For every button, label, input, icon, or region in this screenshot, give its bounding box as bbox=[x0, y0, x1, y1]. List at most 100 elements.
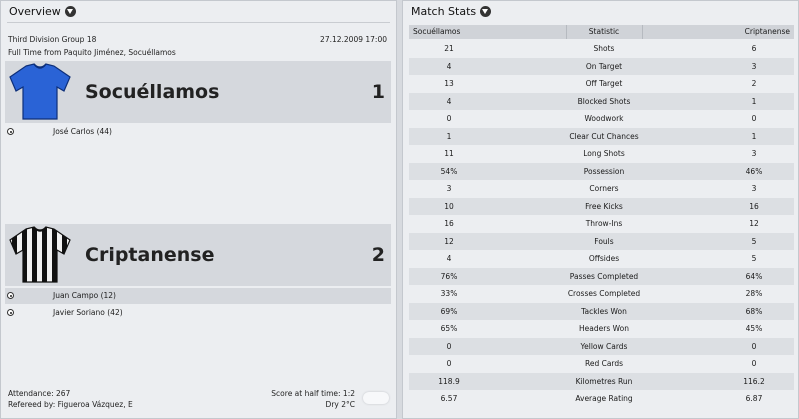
attendance: Attendance: 267 bbox=[8, 389, 71, 398]
stat-home-value: 6.57 bbox=[440, 394, 458, 403]
ball-icon bbox=[7, 128, 14, 135]
stat-name: Clear Cut Chances bbox=[569, 131, 639, 141]
divider bbox=[7, 22, 390, 23]
stats-row: 0 Yellow Cards 0 bbox=[409, 337, 794, 355]
match-stats-title[interactable]: Match Stats bbox=[411, 5, 492, 18]
stat-home-value: 0 bbox=[446, 341, 452, 351]
match-datetime: 27.12.2009 17:00 bbox=[320, 35, 387, 44]
home-team-name[interactable]: Socuéllamos bbox=[85, 81, 220, 103]
stat-away-value: 12 bbox=[749, 219, 759, 228]
stat-name: Long Shots bbox=[583, 149, 625, 158]
stats-table-header: Socuéllamos Statistic Criptanense bbox=[409, 25, 794, 39]
stat-home-value: 33% bbox=[440, 289, 458, 298]
overview-title[interactable]: Overview bbox=[9, 5, 76, 18]
stat-away-value: 64% bbox=[745, 271, 763, 281]
match-stats-title-label: Match Stats bbox=[411, 5, 477, 18]
stat-home-value: 11 bbox=[444, 149, 454, 158]
stat-name: Possession bbox=[583, 166, 625, 176]
stat-name: On Target bbox=[585, 61, 623, 71]
stat-name: Headers Won bbox=[579, 324, 629, 333]
stat-home-value: 3 bbox=[446, 184, 452, 193]
ball-icon bbox=[7, 309, 14, 316]
stats-row: 11 Long Shots 3 bbox=[409, 145, 794, 163]
stat-home-value: 21 bbox=[444, 44, 454, 53]
header-home[interactable]: Socuéllamos bbox=[413, 27, 461, 36]
stat-home-value: 1 bbox=[446, 131, 452, 141]
away-goal-row: Juan Campo (12) bbox=[5, 288, 391, 304]
stat-away-value: 3 bbox=[751, 149, 757, 158]
stats-row: 76% Passes Completed 64% bbox=[409, 267, 794, 285]
stats-row: 1 Clear Cut Chances 1 bbox=[409, 127, 794, 145]
stat-away-value: 1 bbox=[751, 131, 757, 141]
header-away[interactable]: Criptanense bbox=[744, 27, 790, 36]
stat-name: Tackles Won bbox=[581, 306, 627, 316]
home-team-band: Socuéllamos 1 bbox=[5, 61, 391, 123]
stat-away-value: 1 bbox=[751, 96, 757, 106]
stat-name: Average Rating bbox=[575, 394, 633, 403]
goal-scorer[interactable]: Juan Campo (12) bbox=[53, 291, 116, 300]
weather-text: Dry 2°C bbox=[325, 400, 355, 409]
stat-away-value: 116.2 bbox=[743, 376, 765, 386]
stat-name: Woodwork bbox=[584, 114, 624, 123]
column-separator bbox=[642, 25, 643, 39]
stat-home-value: 13 bbox=[444, 79, 454, 88]
overview-panel: Overview Third Division Group 18 27.12.2… bbox=[0, 0, 397, 419]
stat-name: Blocked Shots bbox=[577, 96, 631, 106]
stat-home-value: 69% bbox=[440, 306, 458, 316]
stats-row: 4 On Target 3 bbox=[409, 57, 794, 75]
stats-row: 4 Offsides 5 bbox=[409, 250, 794, 268]
stats-row: 118.9 Kilometres Run 116.2 bbox=[409, 372, 794, 390]
stats-row: 0 Woodwork 0 bbox=[409, 110, 794, 128]
competition-label[interactable]: Third Division Group 18 bbox=[8, 35, 97, 44]
away-team-band: Criptanense 2 bbox=[5, 224, 391, 286]
stat-name: Crosses Completed bbox=[567, 289, 641, 298]
chevron-down-icon[interactable] bbox=[64, 6, 76, 17]
stat-away-value: 46% bbox=[745, 166, 763, 176]
stat-name: Free Kicks bbox=[585, 201, 623, 211]
header-statistic[interactable]: Statistic bbox=[588, 27, 620, 36]
stat-home-value: 4 bbox=[446, 96, 452, 106]
stat-away-value: 3 bbox=[751, 61, 757, 71]
stat-away-value: 0 bbox=[751, 341, 757, 351]
result-line: Full Time from Paquito Jiménez, Socuélla… bbox=[8, 48, 176, 57]
stat-name: Throw-Ins bbox=[585, 219, 623, 228]
stat-home-value: 0 bbox=[446, 114, 452, 123]
stat-home-value: 54% bbox=[440, 166, 458, 176]
match-stats-panel: Match Stats Socuéllamos Statistic Cripta… bbox=[402, 0, 799, 419]
stat-away-value: 6.87 bbox=[745, 394, 763, 403]
stat-home-value: 12 bbox=[444, 236, 454, 246]
stat-home-value: 10 bbox=[444, 201, 454, 211]
stats-row: 6.57 Average Rating 6.87 bbox=[409, 390, 794, 408]
stat-away-value: 3 bbox=[751, 184, 757, 193]
referee[interactable]: Refereed by: Figueroa Vázquez, E bbox=[8, 400, 133, 409]
stat-home-value: 4 bbox=[446, 254, 452, 263]
stat-name: Corners bbox=[589, 184, 619, 193]
halftime-score: Score at half time: 1:2 bbox=[271, 389, 355, 398]
stat-name: Offsides bbox=[588, 254, 620, 263]
stats-row: 4 Blocked Shots 1 bbox=[409, 92, 794, 110]
ball-icon bbox=[7, 292, 14, 299]
stats-row: 16 Throw-Ins 12 bbox=[409, 215, 794, 233]
stat-home-value: 16 bbox=[444, 219, 454, 228]
away-team-name[interactable]: Criptanense bbox=[85, 244, 215, 266]
cloud-icon bbox=[363, 392, 389, 404]
home-team-score: 1 bbox=[371, 81, 385, 103]
away-team-score: 2 bbox=[371, 244, 385, 266]
home-goal-row: José Carlos (44) bbox=[5, 124, 391, 140]
stat-home-value: 65% bbox=[440, 324, 458, 333]
stat-away-value: 68% bbox=[745, 306, 763, 316]
stat-home-value: 4 bbox=[446, 61, 452, 71]
goal-scorer[interactable]: Javier Soriano (42) bbox=[53, 308, 123, 317]
chevron-down-icon[interactable] bbox=[480, 6, 492, 17]
stat-home-value: 0 bbox=[446, 359, 452, 368]
stats-row: 10 Free Kicks 16 bbox=[409, 197, 794, 215]
goal-scorer[interactable]: José Carlos (44) bbox=[53, 127, 112, 136]
stat-home-value: 118.9 bbox=[438, 376, 460, 386]
home-kit-shirt-icon bbox=[9, 63, 71, 120]
away-goal-row: Javier Soriano (42) bbox=[5, 305, 391, 321]
column-separator bbox=[566, 25, 567, 39]
stat-away-value: 5 bbox=[751, 236, 757, 246]
stat-name: Kilometres Run bbox=[575, 376, 633, 386]
stat-away-value: 0 bbox=[751, 359, 757, 368]
stat-home-value: 76% bbox=[440, 271, 458, 281]
